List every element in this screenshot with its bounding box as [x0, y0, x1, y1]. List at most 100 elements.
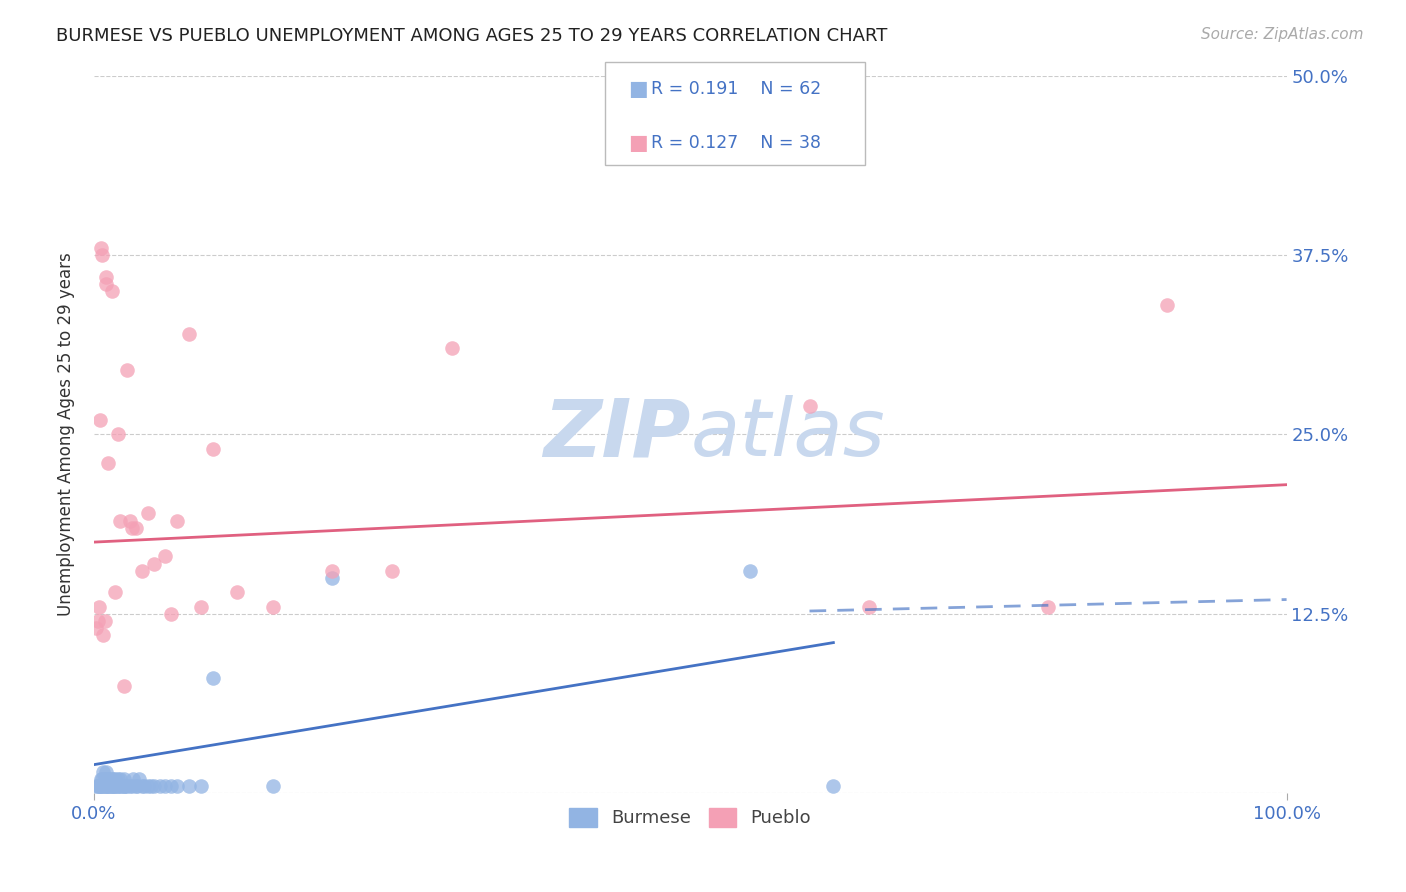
Text: R = 0.191    N = 62: R = 0.191 N = 62: [651, 80, 821, 98]
Legend: Burmese, Pueblo: Burmese, Pueblo: [562, 801, 818, 835]
Point: [97, 456, 120, 470]
Point: [101, 772, 124, 786]
Point: [104, 779, 127, 793]
Point: [136, 779, 159, 793]
Point: [108, 772, 131, 786]
Point: [440, 341, 463, 355]
Point: [101, 284, 124, 298]
Point: [190, 599, 212, 614]
Point: [799, 399, 821, 413]
Point: [90, 779, 112, 793]
Point: [108, 514, 131, 528]
Text: Source: ZipAtlas.com: Source: ZipAtlas.com: [1201, 27, 1364, 42]
Point: [141, 779, 163, 793]
Point: [823, 779, 845, 793]
Point: [108, 779, 131, 793]
Point: [87, 599, 110, 614]
Point: [131, 564, 153, 578]
Point: [91, 772, 114, 786]
Point: [166, 514, 188, 528]
Point: [101, 779, 124, 793]
Text: R = 0.127    N = 38: R = 0.127 N = 38: [651, 134, 821, 152]
Point: [166, 779, 188, 793]
Point: [124, 521, 146, 535]
Point: [121, 521, 143, 535]
Point: [93, 772, 115, 786]
Point: [112, 772, 135, 786]
Point: [118, 514, 141, 528]
Text: atlas: atlas: [690, 395, 884, 474]
Point: [160, 607, 183, 621]
Point: [112, 779, 135, 793]
Point: [104, 772, 127, 786]
Point: [142, 779, 165, 793]
Text: ■: ■: [628, 79, 648, 99]
Point: [107, 779, 129, 793]
Point: [86, 621, 108, 635]
Point: [91, 779, 114, 793]
Point: [142, 557, 165, 571]
Point: [96, 772, 118, 786]
Point: [86, 614, 108, 628]
Point: [132, 779, 155, 793]
Point: [89, 413, 111, 427]
Point: [112, 779, 135, 793]
Point: [93, 779, 115, 793]
Point: [90, 772, 112, 786]
Point: [202, 672, 225, 686]
Point: [93, 628, 115, 642]
Point: [86, 779, 108, 793]
Point: [97, 772, 120, 786]
Point: [103, 779, 125, 793]
Point: [98, 779, 121, 793]
Point: [136, 507, 159, 521]
Point: [93, 779, 115, 793]
Point: [117, 779, 139, 793]
Point: [321, 571, 343, 585]
Point: [94, 764, 117, 779]
Point: [94, 779, 117, 793]
Y-axis label: Unemployment Among Ages 25 to 29 years: Unemployment Among Ages 25 to 29 years: [58, 252, 75, 616]
Point: [94, 772, 117, 786]
Point: [160, 779, 183, 793]
Point: [96, 779, 118, 793]
Point: [100, 779, 122, 793]
Point: [124, 779, 146, 793]
Point: [104, 585, 127, 599]
Point: [93, 764, 115, 779]
Point: [321, 564, 343, 578]
Point: [1036, 599, 1059, 614]
Point: [117, 363, 139, 377]
Point: [107, 772, 129, 786]
Point: [121, 779, 143, 793]
Point: [179, 779, 201, 793]
Point: [155, 779, 177, 793]
Point: [131, 779, 153, 793]
Point: [128, 772, 150, 786]
Point: [101, 772, 124, 786]
Point: [112, 679, 135, 693]
Point: [114, 779, 136, 793]
Point: [226, 585, 249, 599]
Point: [94, 277, 117, 291]
Point: [125, 779, 148, 793]
Point: [110, 779, 132, 793]
Point: [381, 564, 404, 578]
Point: [89, 779, 111, 793]
Point: [105, 779, 128, 793]
Point: [262, 779, 284, 793]
Point: [91, 248, 114, 262]
Point: [87, 779, 110, 793]
Text: ZIP: ZIP: [543, 395, 690, 474]
Point: [202, 442, 225, 456]
Point: [190, 779, 212, 793]
Point: [122, 772, 145, 786]
Point: [107, 427, 129, 442]
Point: [90, 241, 112, 255]
Point: [94, 269, 117, 284]
Point: [858, 599, 880, 614]
Point: [1156, 298, 1178, 312]
Point: [118, 779, 141, 793]
Point: [101, 779, 124, 793]
Point: [179, 326, 201, 341]
